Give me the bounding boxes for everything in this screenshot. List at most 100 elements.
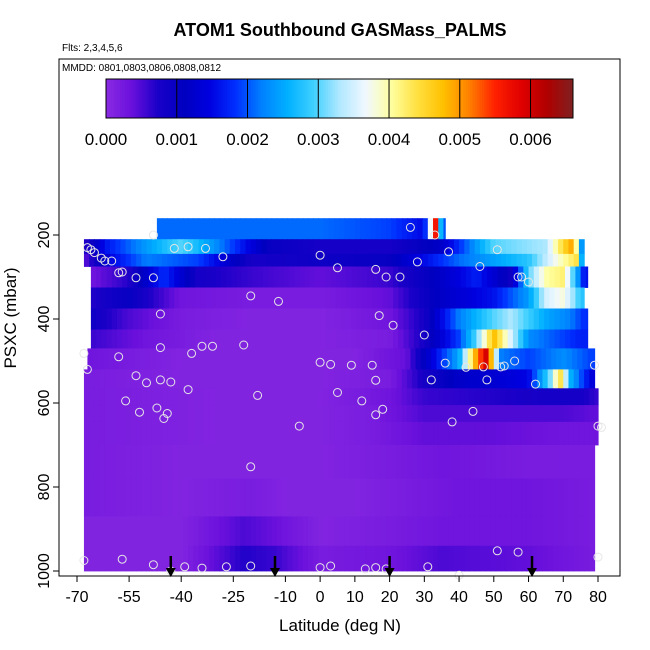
heatmap-cell [459, 478, 465, 517]
heatmap-cell [340, 287, 347, 309]
heatmap-cell [120, 369, 127, 389]
heatmap-cell [153, 308, 160, 330]
heatmap-cell [189, 329, 196, 349]
heatmap-cell [406, 405, 413, 423]
heatmap-cell [554, 266, 561, 288]
heatmap-cell [196, 348, 203, 370]
heatmap-cell [573, 516, 580, 547]
heatmap-cell [229, 516, 236, 547]
heatmap-cell [528, 329, 535, 349]
heatmap-cell [313, 445, 319, 479]
heatmap-cell [349, 405, 356, 423]
heatmap-cell [252, 287, 259, 309]
heatmap-cell [408, 308, 415, 330]
sample-point [135, 407, 144, 417]
heatmap-cell [273, 329, 280, 349]
heatmap-cell [198, 388, 205, 406]
heatmap-cell [391, 516, 398, 547]
heatmap-cell [302, 421, 309, 446]
heatmap-cell [516, 516, 523, 547]
heatmap-cell [318, 545, 325, 572]
heatmap-cell [224, 545, 231, 572]
heatmap-cell [344, 478, 351, 517]
heatmap-cell [584, 545, 590, 572]
heatmap-cell [420, 348, 427, 370]
colorbar-swatch [337, 79, 340, 118]
heatmap-cell [111, 308, 118, 330]
heatmap-cell [276, 545, 283, 572]
heatmap-cell [231, 266, 238, 288]
heatmap-cell [130, 421, 137, 446]
heatmap-cell [334, 405, 340, 423]
heatmap-cell [575, 308, 582, 330]
heatmap-cell [115, 405, 122, 423]
heatmap-cell [459, 239, 465, 255]
heatmap-cell [521, 478, 528, 517]
heatmap-cell [99, 405, 106, 423]
heatmap-cell [476, 308, 483, 330]
sample-point [371, 375, 381, 385]
heatmap-cell [172, 388, 179, 406]
heatmap-cell [224, 478, 231, 517]
heatmap-cell [302, 405, 309, 423]
heatmap-cell [354, 253, 361, 267]
heatmap-cell [110, 478, 116, 517]
heatmap-cell [396, 218, 403, 240]
heatmap-cell [125, 421, 132, 446]
colorbar-swatch [295, 79, 298, 118]
heatmap-cell [386, 369, 392, 389]
heatmap-cell [542, 253, 549, 267]
heatmap-cell [387, 329, 394, 349]
heatmap-cell [297, 405, 304, 423]
heatmap-cell [323, 478, 330, 517]
heatmap-cell [320, 308, 326, 330]
heatmap-cell [587, 348, 594, 370]
heatmap-cell [146, 239, 153, 255]
heatmap-cell [208, 421, 215, 446]
heatmap-cell [558, 445, 564, 479]
x-tick-label: 40 [450, 589, 468, 606]
heatmap-cell [360, 239, 366, 255]
heatmap-cell [134, 348, 141, 370]
heatmap-cell [245, 545, 252, 572]
heatmap-cell [247, 329, 253, 349]
heatmap-cell [479, 253, 486, 267]
heatmap-cell [136, 545, 142, 572]
sample-point [201, 243, 210, 253]
heatmap-cell [339, 421, 346, 446]
heatmap-cell [486, 266, 493, 288]
heatmap-cell [149, 348, 156, 370]
colorbar-swatch [439, 79, 443, 118]
heatmap-cell [250, 405, 257, 423]
heatmap-cell [497, 308, 504, 330]
heatmap-cell [481, 287, 488, 309]
heatmap-cell [110, 421, 116, 446]
heatmap-cell [406, 253, 413, 267]
heatmap-cell [589, 478, 596, 517]
heatmap-cell [372, 266, 379, 288]
colorbar-swatch [178, 79, 182, 118]
heatmap-cell [455, 308, 462, 330]
heatmap-cell [500, 405, 507, 423]
colorbar-swatch [404, 79, 408, 118]
sample-point [148, 230, 158, 240]
heatmap-cell [532, 478, 538, 517]
heatmap-cell [391, 388, 398, 406]
flight-arrow [165, 556, 176, 577]
heatmap-cell [156, 369, 163, 389]
colorbar-swatch [346, 79, 350, 118]
heatmap-cell [182, 388, 189, 406]
heatmap-cell [94, 388, 101, 406]
sample-point [419, 330, 429, 340]
heatmap-cell [287, 218, 293, 240]
heatmap-cell [578, 421, 585, 446]
heatmap-cell [224, 445, 231, 479]
heatmap-cell [511, 478, 517, 517]
colorbar-swatch [442, 79, 446, 118]
heatmap-cell [578, 445, 585, 479]
heatmap-cell [346, 266, 352, 288]
heatmap-cell [208, 445, 215, 479]
heatmap-cell [122, 308, 128, 330]
heatmap-cell [427, 369, 434, 389]
heatmap-cell [370, 218, 377, 240]
